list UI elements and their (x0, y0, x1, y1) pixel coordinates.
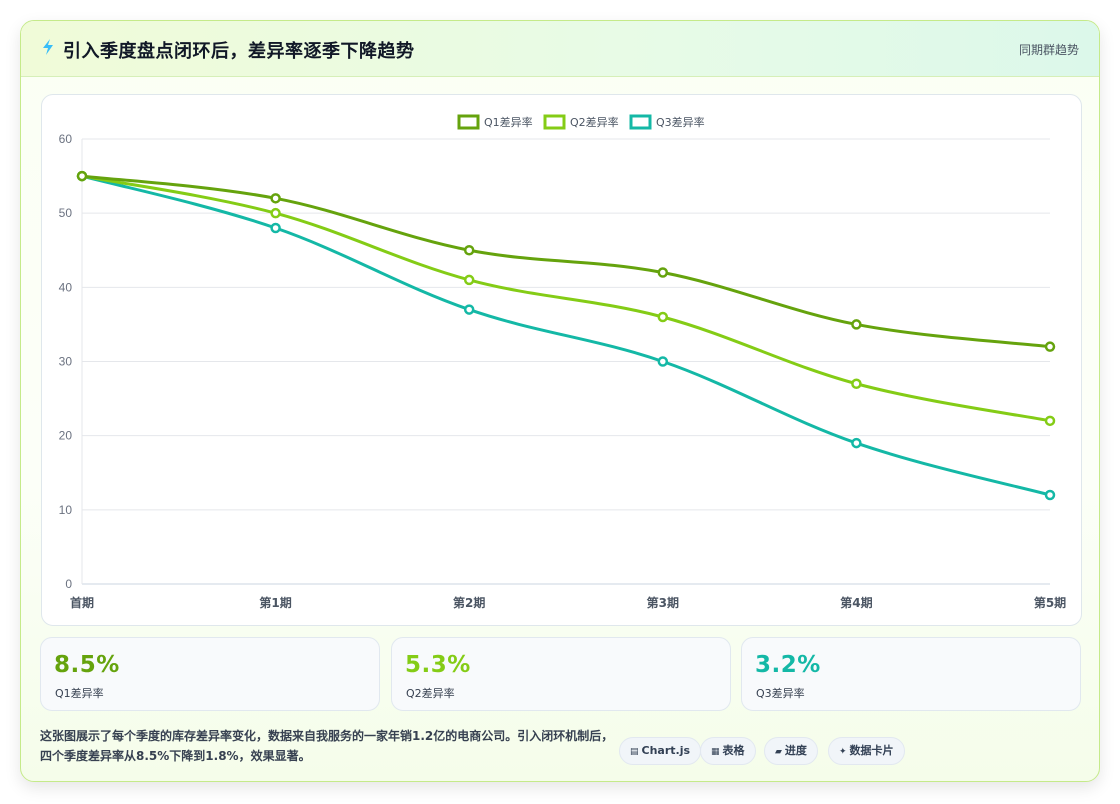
kpi-label: Q3差异率 (756, 687, 805, 700)
data-point-q3 (657, 356, 669, 367)
x-tick-label: 第1期 (259, 595, 291, 610)
legend-swatch-q2 (543, 114, 566, 130)
series-line-q3 (81, 174, 1051, 497)
y-tick-label: 40 (59, 280, 73, 294)
data-point-q2 (657, 311, 669, 323)
series-line-q1 (81, 174, 1051, 349)
data-point-q3 (270, 222, 281, 234)
data-point-q3 (1044, 489, 1056, 501)
x-tick-label: 第4期 (840, 595, 872, 610)
data-point-q2 (851, 378, 862, 389)
y-tick-label: 60 (59, 132, 73, 146)
legend-label-q1: Q1差异率 (484, 115, 533, 129)
line-chart-svg: 0 10 20 30 40 50 60 首期 第1期 第2期 第3期 第4期 第5期 Q1差异率 Q2差异率… (59, 114, 1066, 610)
y-tick-label: 20 (59, 429, 73, 443)
chip-progress[interactable]: ▰ 进度 (764, 737, 818, 765)
legend-label-q2: Q2差异率 (570, 115, 619, 129)
chip-label: 数据卡片 (849, 744, 894, 757)
cohort-trend-link[interactable]: 同期群趋势 (1018, 43, 1079, 57)
kpi-value: 5.3% (405, 652, 471, 678)
chip-label: 进度 (784, 744, 807, 757)
data-point-q2 (463, 274, 475, 286)
kpi-row: 8.5% Q1差异率 5.3% Q2差异率 3.2% Q3差异率 (40, 637, 1082, 711)
data-point-q1 (851, 319, 862, 330)
data-point-q3 (463, 304, 475, 315)
y-tick-label: 30 (59, 355, 73, 369)
data-point-q3 (851, 437, 862, 449)
y-tick-label: 0 (65, 577, 72, 591)
line-chart: 0 10 20 30 40 50 60 首期 第1期 第2期 第3期 第4期 第5期 Q1差异率 Q2差异率… (41, 94, 1082, 626)
x-tick-label: 第2期 (453, 595, 485, 610)
kpi-card-q3: 3.2% Q3差异率 (741, 637, 1081, 711)
data-point-q1 (76, 170, 88, 182)
series-line-q2 (81, 174, 1051, 423)
card-header: 引入季度盘点闭环后，差异率逐季下降趋势 同期群趋势 (21, 21, 1099, 77)
chart-icon: ▤ (630, 747, 639, 757)
kpi-card-q1: 8.5% Q1差异率 (40, 637, 380, 711)
data-point-q1 (1044, 341, 1056, 352)
x-tick-label: 第3期 (647, 595, 679, 610)
lightning-icon (43, 39, 53, 55)
chart-card: 引入季度盘点闭环后，差异率逐季下降趋势 同期群趋势 0 10 20 30 40 50 60 首… (20, 20, 1100, 782)
x-tick-label: 首期 (70, 595, 94, 610)
legend-label-q3: Q3差异率 (656, 115, 705, 129)
data-point-q1 (463, 245, 475, 256)
kpi-value: 8.5% (54, 652, 120, 678)
kpi-card-q2: 5.3% Q2差异率 (391, 637, 731, 711)
progress-icon: ▰ (775, 747, 782, 757)
chip-data-card[interactable]: ✦ 数据卡片 (828, 737, 905, 765)
chip-table[interactable]: ▦ 表格 (700, 737, 756, 765)
y-tick-label: 10 (59, 503, 73, 517)
data-card-icon: ✦ (839, 747, 847, 757)
legend-swatch-q3 (629, 114, 652, 130)
y-tick-label: 50 (59, 206, 73, 220)
chip-label: Chart.js (641, 744, 691, 757)
table-icon: ▦ (711, 747, 720, 757)
x-tick-label: 第5期 (1034, 595, 1066, 610)
legend-swatch-q1 (457, 114, 480, 130)
chip-chartjs[interactable]: ▤ Chart.js (619, 737, 702, 765)
data-point-q1 (657, 267, 669, 278)
data-point-q2 (1044, 415, 1056, 427)
kpi-label: Q2差异率 (406, 687, 455, 700)
chip-label: 表格 (722, 744, 745, 757)
page-title: 引入季度盘点闭环后，差异率逐季下降趋势 (63, 41, 415, 62)
kpi-value: 3.2% (755, 652, 821, 678)
data-point-q1 (270, 193, 281, 204)
chart-description: 这张图展示了每个季度的库存差异率变化，数据来自我服务的一家年销1.2亿的电商公司… (40, 729, 614, 763)
kpi-label: Q1差异率 (55, 687, 104, 700)
data-point-q2 (270, 207, 281, 219)
